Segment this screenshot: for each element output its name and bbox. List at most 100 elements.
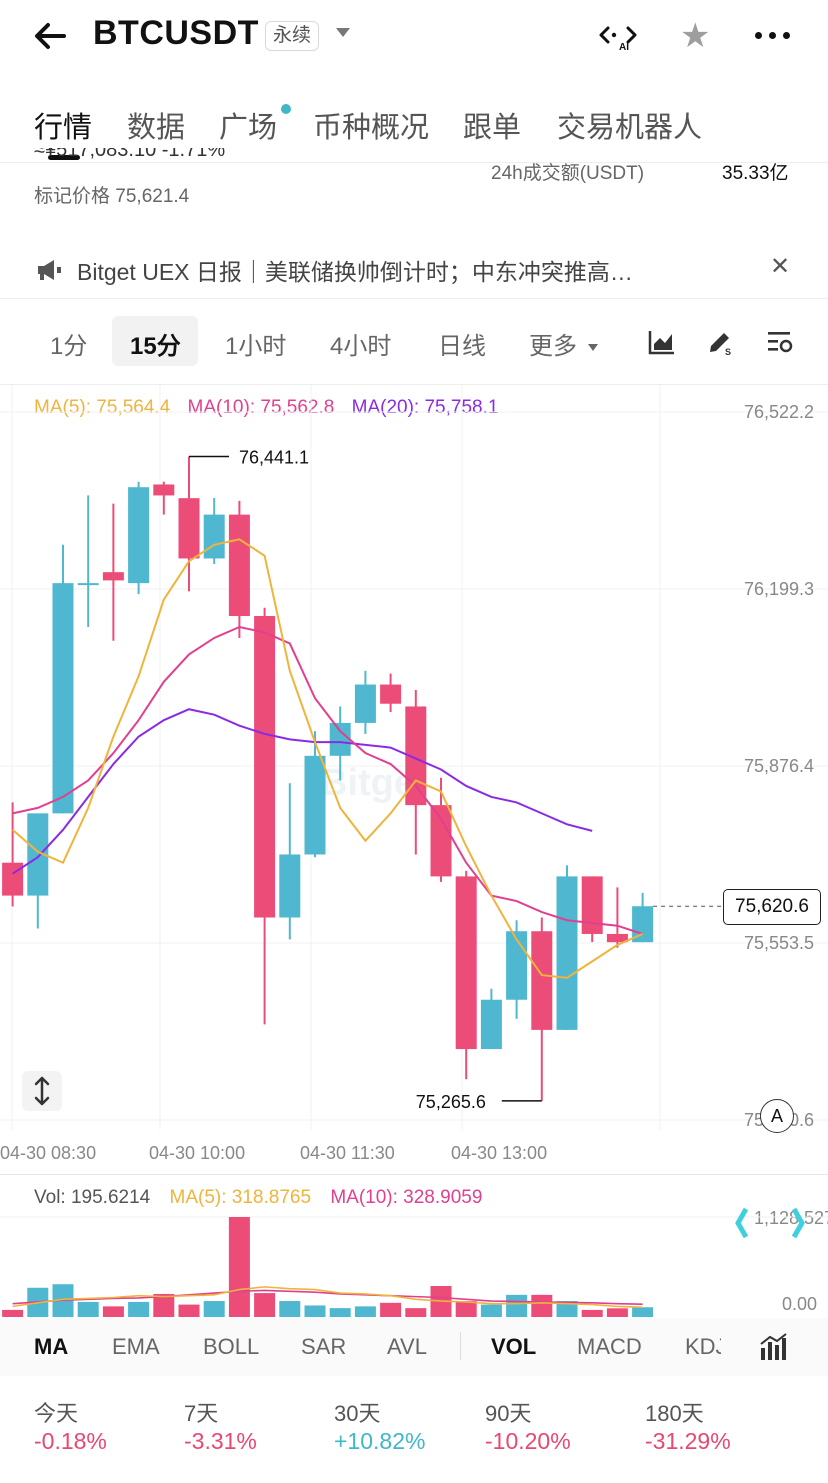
tab-data[interactable]: 数据: [127, 112, 186, 144]
indicator-tabs: MA EMA BOLL SAR AVL VOL MACD KDJ: [0, 1318, 828, 1376]
volume-24h-label: 24h成交额(USDT): [491, 163, 645, 184]
svg-text:AI: AI: [619, 42, 629, 52]
interval-bar: 1分 15分 1小时 4小时 日线 更多 S: [0, 312, 828, 372]
contract-type-badge: 永续: [265, 21, 320, 51]
auto-scale-button[interactable]: A: [760, 1099, 794, 1133]
tab-market[interactable]: 行情: [34, 112, 93, 144]
volume-bar: [128, 1301, 150, 1317]
perf-label: 7天: [184, 1401, 219, 1426]
volume-axis-label: 0.00: [782, 1294, 818, 1314]
volume-bar: [228, 1217, 250, 1317]
more-options-icon[interactable]: [755, 32, 791, 40]
perf-value: -31.29%: [645, 1428, 731, 1454]
candle: [27, 813, 49, 929]
candle: [354, 670, 376, 734]
divider: [0, 384, 828, 385]
candle: [329, 706, 351, 781]
candle-body: [581, 876, 603, 934]
candle-body: [480, 999, 502, 1050]
candle: [279, 783, 301, 940]
candle: [2, 802, 24, 907]
candle-body: [77, 583, 99, 586]
tab-trading-bot[interactable]: 交易机器人: [557, 112, 703, 144]
volume-bar: [304, 1305, 326, 1317]
interval-1h[interactable]: 1小时: [225, 333, 287, 360]
interval-1m[interactable]: 1分: [50, 333, 88, 360]
candle-body: [102, 572, 124, 581]
megaphone-icon: [36, 258, 66, 282]
indicator-ma[interactable]: MA: [34, 1334, 69, 1359]
candle: [405, 690, 427, 855]
candle: [531, 917, 553, 1101]
candle-body: [2, 862, 24, 896]
interval-15m[interactable]: 15分: [130, 333, 181, 360]
tab-coin-overview[interactable]: 币种概况: [313, 112, 430, 144]
tab-square[interactable]: 广场: [219, 112, 278, 144]
tab-copy-trade[interactable]: 跟单: [463, 112, 522, 144]
volume-bar: [531, 1294, 553, 1317]
candle: [203, 498, 225, 564]
chevron-down-icon[interactable]: [336, 28, 350, 37]
news-headline[interactable]: Bitget UEX 日报｜美联储换帅倒计时；中东冲突推高…: [77, 259, 633, 285]
volume-bar: [581, 1309, 603, 1317]
indicator-avl[interactable]: AVL: [387, 1334, 427, 1359]
indicator-sar[interactable]: SAR: [301, 1334, 347, 1359]
chart-grid: [0, 385, 828, 1130]
candle: [178, 456, 200, 592]
indicator-boll[interactable]: BOLL: [203, 1334, 260, 1359]
candle-body: [380, 684, 402, 704]
candle: [380, 673, 402, 712]
interval-more[interactable]: 更多: [529, 326, 598, 361]
candlestick-chart[interactable]: Bitget 76,441.175,265.6: [0, 385, 828, 1175]
chart-type-icon[interactable]: [648, 328, 676, 356]
vol-ma10-line: [12, 1289, 643, 1305]
favorite-star-icon[interactable]: ★: [680, 17, 711, 55]
candle-body: [178, 498, 200, 559]
candle-body: [606, 933, 628, 943]
perf-label: 30天: [334, 1401, 381, 1426]
price-axis-label: 76,522.2: [744, 402, 815, 422]
volume-chart: [0, 1207, 828, 1317]
active-interval-bg: [112, 316, 198, 366]
candle-body: [556, 876, 578, 1030]
indicator-vol[interactable]: VOL: [491, 1334, 537, 1359]
volume-bar: [506, 1294, 528, 1317]
interval-4h[interactable]: 4小时: [330, 333, 392, 360]
divider: [0, 162, 828, 163]
indicator-ema[interactable]: EMA: [112, 1334, 160, 1359]
close-icon[interactable]: ✕: [770, 253, 791, 280]
perf-value: -10.20%: [485, 1428, 571, 1454]
volume-bar: [77, 1301, 99, 1317]
candle-body: [531, 931, 553, 1030]
ai-assistant-icon[interactable]: AI: [598, 22, 642, 53]
time-axis-label: 04-30 08:30: [0, 1143, 97, 1163]
drawing-tool-icon[interactable]: S: [706, 328, 734, 357]
news-banner[interactable]: Bitget UEX 日报｜美联储换帅倒计时；中东冲突推高… ✕: [0, 238, 828, 298]
perf-label: 今天: [34, 1401, 79, 1426]
indicator-kdj[interactable]: KDJ: [685, 1334, 721, 1359]
volume-bar: [480, 1304, 502, 1317]
main-tabs: 行情 数据 广场 币种概况 跟单 交易机器人: [0, 100, 828, 162]
ma10-legend: MA(10): 75,562.8: [187, 397, 335, 418]
candle: [128, 481, 150, 595]
vol-value: Vol: 195.6214: [34, 1187, 151, 1208]
symbol-title[interactable]: BTCUSDT: [93, 14, 259, 52]
time-axis-label: 04-30 11:30: [300, 1143, 395, 1163]
volume-bar: [556, 1301, 578, 1317]
time-axis-label: 04-30 13:00: [451, 1143, 548, 1163]
fiat-price-change: ≈¥517,083.10 -1.71%: [34, 148, 226, 161]
mark-price: 标记价格 75,621.4: [34, 186, 190, 207]
candle-body: [128, 487, 150, 584]
candle-body: [27, 813, 49, 896]
indicator-macd[interactable]: MACD: [577, 1334, 642, 1359]
chart-settings-icon[interactable]: [766, 328, 794, 356]
volume-bar: [354, 1306, 376, 1317]
current-price-tag[interactable]: 75,620.6: [723, 889, 821, 925]
vertical-scale-icon[interactable]: [22, 1071, 62, 1111]
interval-more-label: 更多: [529, 333, 577, 360]
top-bar: BTCUSDT 永续 AI ★: [0, 0, 828, 80]
interval-1d[interactable]: 日线: [438, 333, 486, 360]
candle-body: [279, 854, 301, 918]
indicator-settings-icon[interactable]: [758, 1332, 788, 1362]
back-arrow-icon[interactable]: [30, 16, 80, 60]
